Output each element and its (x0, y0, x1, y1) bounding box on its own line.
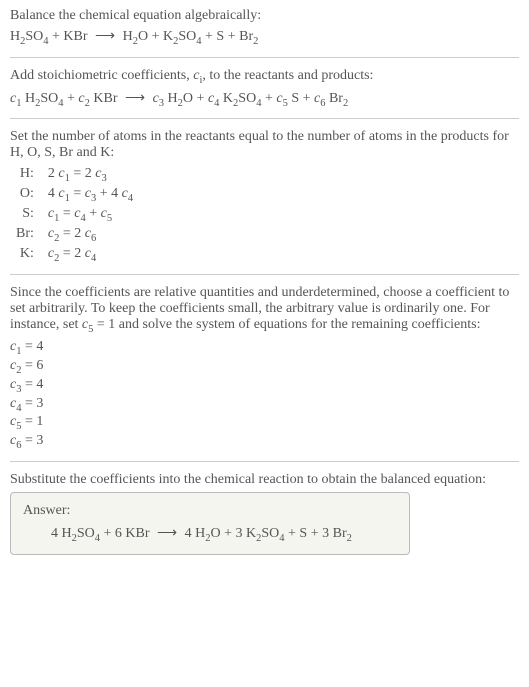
solve-prompt: Since the coefficients are relative quan… (10, 285, 519, 335)
element-equation: c2 = 2 c4 (42, 245, 139, 265)
stoich-prompt: Add stoichiometric coefficients, ci, to … (10, 68, 519, 86)
divider (10, 461, 519, 462)
intro-prompt: Balance the chemical equation algebraica… (10, 8, 519, 24)
final-prompt: Substitute the coefficients into the che… (10, 472, 519, 488)
stoich-section: Add stoichiometric coefficients, ci, to … (10, 68, 519, 109)
atom-row: H:2 c1 = 2 c3 (10, 165, 139, 185)
intro-equation: H2SO4 + KBr ⟶ H2O + K2SO4 + S + Br2 (10, 28, 519, 47)
solution-line: c5 = 1 (10, 414, 519, 432)
answer-label: Answer: (23, 503, 397, 519)
atom-row: K:c2 = 2 c4 (10, 245, 139, 265)
element-label: Br: (10, 225, 42, 245)
element-label: H: (10, 165, 42, 185)
element-label: O: (10, 185, 42, 205)
element-equation: 2 c1 = 2 c3 (42, 165, 139, 185)
element-equation: c2 = 2 c6 (42, 225, 139, 245)
answer-box: Answer: 4 H2SO4 + 6 KBr ⟶ 4 H2O + 3 K2SO… (10, 492, 410, 555)
solution-line: c2 = 6 (10, 358, 519, 376)
divider (10, 118, 519, 119)
atoms-table: H:2 c1 = 2 c3O:4 c1 = c3 + 4 c4S:c1 = c4… (10, 165, 139, 264)
stoich-equation: c1 H2SO4 + c2 KBr ⟶ c3 H2O + c4 K2SO4 + … (10, 90, 519, 109)
solution-line: c4 = 3 (10, 396, 519, 414)
atom-row: S:c1 = c4 + c5 (10, 205, 139, 225)
intro-section: Balance the chemical equation algebraica… (10, 8, 519, 47)
atoms-section: Set the number of atoms in the reactants… (10, 129, 519, 264)
element-equation: c1 = c4 + c5 (42, 205, 139, 225)
divider (10, 57, 519, 58)
element-label: K: (10, 245, 42, 265)
atom-row: O:4 c1 = c3 + 4 c4 (10, 185, 139, 205)
element-equation: 4 c1 = c3 + 4 c4 (42, 185, 139, 205)
solution-line: c3 = 4 (10, 377, 519, 395)
solution-line: c6 = 3 (10, 433, 519, 451)
atoms-prompt: Set the number of atoms in the reactants… (10, 129, 519, 161)
solve-section: Since the coefficients are relative quan… (10, 285, 519, 451)
solution-line: c1 = 4 (10, 339, 519, 357)
element-label: S: (10, 205, 42, 225)
atom-row: Br:c2 = 2 c6 (10, 225, 139, 245)
solutions-list: c1 = 4c2 = 6c3 = 4c4 = 3c5 = 1c6 = 3 (10, 339, 519, 451)
divider (10, 274, 519, 275)
final-section: Substitute the coefficients into the che… (10, 472, 519, 555)
answer-equation: 4 H2SO4 + 6 KBr ⟶ 4 H2O + 3 K2SO4 + S + … (23, 525, 397, 544)
